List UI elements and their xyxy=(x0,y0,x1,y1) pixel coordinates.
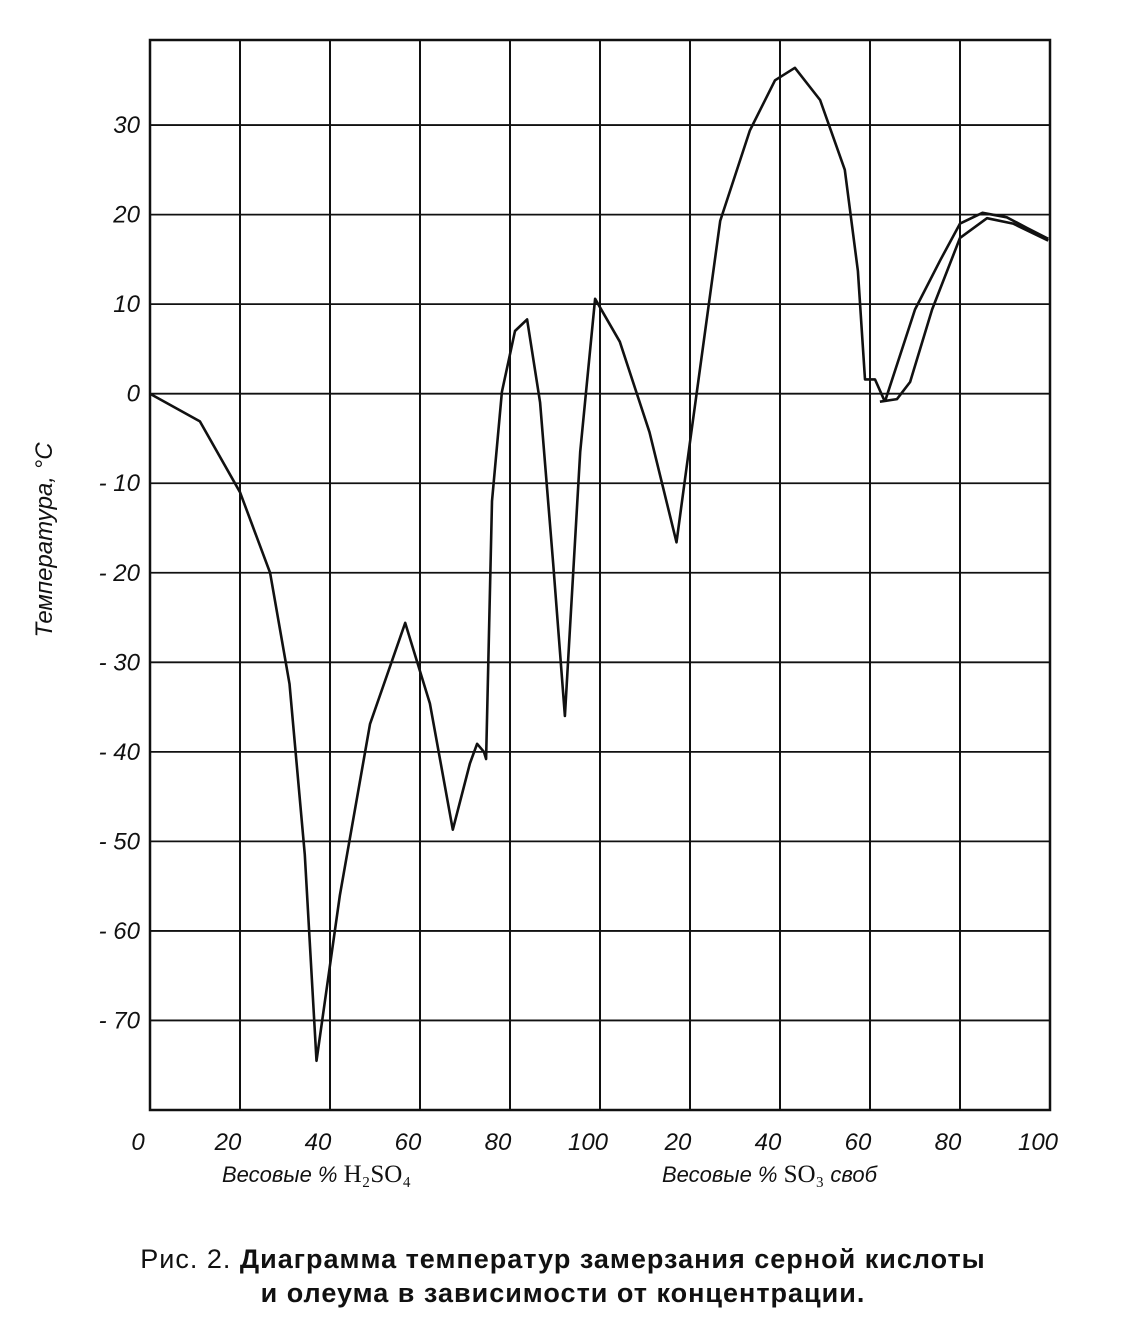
x-tick-label: 40 xyxy=(305,1129,332,1156)
y-tick-label: - 40 xyxy=(99,739,141,766)
y-tick-label: - 60 xyxy=(99,918,141,945)
x-axis-label-so3-suffix: своб xyxy=(824,1162,878,1187)
y-axis-label: Температура, °С xyxy=(31,442,58,638)
x-tick-label: 100 xyxy=(568,1129,609,1156)
series-line-oleum-branch-outer xyxy=(883,211,1049,403)
series-lines xyxy=(149,66,1049,1063)
x-axis-label-so3: Весовые % SO₃ своб xyxy=(662,1161,879,1188)
series-line-freezing-curve xyxy=(149,66,887,1063)
grid xyxy=(148,38,1052,1112)
y-tick-label: 10 xyxy=(113,291,140,318)
x-tick-label: 80 xyxy=(485,1129,512,1156)
x-tick-label: 40 xyxy=(755,1129,782,1156)
x-tick-label: 80 xyxy=(935,1129,962,1156)
x-tick-label: 60 xyxy=(845,1129,872,1156)
figure-caption: Рис. 2. Диаграмма температур замерзания … xyxy=(0,1242,1126,1310)
caption-line-1: Диаграмма температур замерзания серной к… xyxy=(231,1244,986,1274)
x-tick-label: 60 xyxy=(395,1129,422,1156)
caption-line-2: и олеума в зависимости от концентрации. xyxy=(260,1278,866,1308)
y-tick-label: - 50 xyxy=(99,828,141,855)
x-tick-label: 100 xyxy=(1018,1129,1059,1156)
figure-number: Рис. 2. xyxy=(140,1244,232,1274)
series-line-oleum-branch-inner xyxy=(879,216,1049,403)
x-tick-labels: 0 20 40 60 80 100 20 40 60 80 100 xyxy=(131,1129,1058,1156)
y-tick-label: - 10 xyxy=(99,470,141,497)
y-tick-label: 20 xyxy=(112,202,140,229)
y-tick-label: - 30 xyxy=(99,649,141,676)
x-tick-label: 0 xyxy=(131,1129,145,1156)
y-tick-label: 0 xyxy=(127,381,141,408)
x-tick-label: 20 xyxy=(664,1129,692,1156)
x-tick-label: 20 xyxy=(214,1129,242,1156)
x-axis-label-so3-formula: SO₃ xyxy=(784,1161,825,1188)
x-axis-label-so3-prefix: Весовые % xyxy=(662,1162,784,1187)
y-tick-label: 30 xyxy=(113,112,140,139)
y-tick-label: - 70 xyxy=(99,1007,141,1034)
y-tick-labels: 30 20 10 0 - 10 - 20 - 30 - 40 - 50 - 60 - 70 xyxy=(99,112,141,1034)
y-tick-label: - 20 xyxy=(99,560,141,587)
x-axis-label-h2so4-prefix: Весовые % xyxy=(222,1162,344,1187)
x-axis-label-h2so4: Весовые % H₂SO₄ xyxy=(222,1161,411,1188)
x-axis-label-h2so4-formula: H₂SO₄ xyxy=(344,1161,411,1188)
